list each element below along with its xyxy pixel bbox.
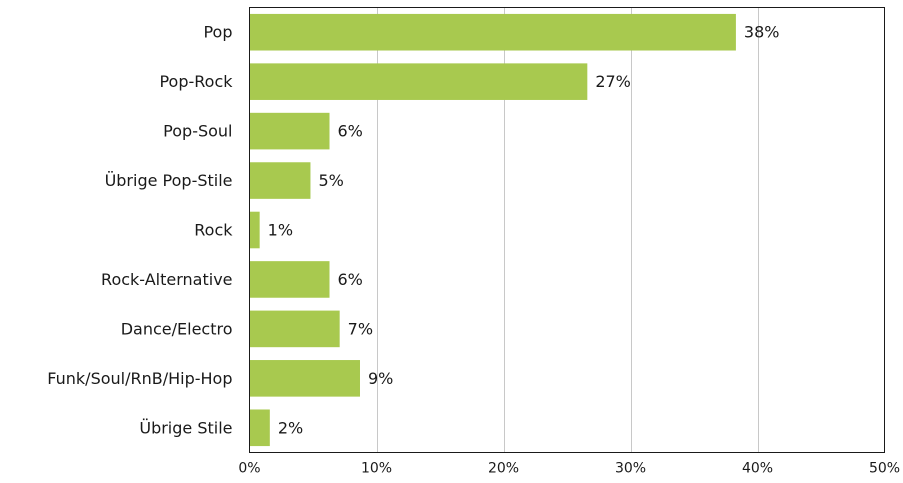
- value-label-7: 9%: [368, 369, 393, 388]
- category-label-4: Rock: [194, 221, 233, 240]
- bar-0: [249, 13, 736, 51]
- value-label-5: 6%: [338, 270, 363, 289]
- x-tick-label-30: 30%: [615, 461, 646, 477]
- value-label-0: 38%: [744, 23, 780, 42]
- value-label-2: 6%: [338, 122, 363, 141]
- value-label-3: 5%: [318, 171, 343, 190]
- category-label-0: Pop: [203, 23, 232, 42]
- category-label-2: Pop-Soul: [163, 122, 232, 141]
- bar-5: [249, 261, 330, 298]
- value-label-8: 2%: [278, 418, 303, 437]
- x-tick-label-0: 0%: [238, 461, 260, 477]
- category-label-7: Funk/Soul/RnB/Hip-Hop: [47, 369, 232, 388]
- x-tick-label-50: 50%: [869, 461, 900, 477]
- category-label-8: Übrige Stile: [139, 418, 232, 437]
- x-tick-label-40: 40%: [742, 461, 773, 477]
- bar-4: [249, 211, 260, 249]
- bar-7: [249, 360, 360, 397]
- x-tick-label-10: 10%: [361, 461, 392, 477]
- category-label-3: Übrige Pop-Stile: [105, 171, 233, 190]
- value-label-6: 7%: [348, 319, 373, 338]
- x-axis-ticks: 0% 10% 20% 30% 40% 50%: [238, 461, 900, 477]
- bars: [249, 13, 736, 447]
- category-label-6: Dance/Electro: [121, 319, 233, 338]
- value-label-4: 1%: [268, 221, 293, 240]
- bar-2: [249, 112, 330, 150]
- value-labels: 38% 27% 6% 5% 1% 6% 7% 9% 2%: [268, 23, 780, 438]
- category-label-5: Rock-Alternative: [101, 270, 232, 289]
- x-tick-label-20: 20%: [488, 461, 519, 477]
- plot-area-frame: [249, 7, 885, 453]
- bar-1: [249, 63, 588, 100]
- bar-6: [249, 310, 340, 348]
- category-labels: Pop Pop-Rock Pop-Soul Übrige Pop-Stile Rock R…: [47, 23, 233, 438]
- value-label-1: 27%: [595, 72, 631, 91]
- bar-8: [249, 409, 270, 447]
- bar-3: [249, 162, 311, 199]
- category-label-1: Pop-Rock: [159, 72, 233, 91]
